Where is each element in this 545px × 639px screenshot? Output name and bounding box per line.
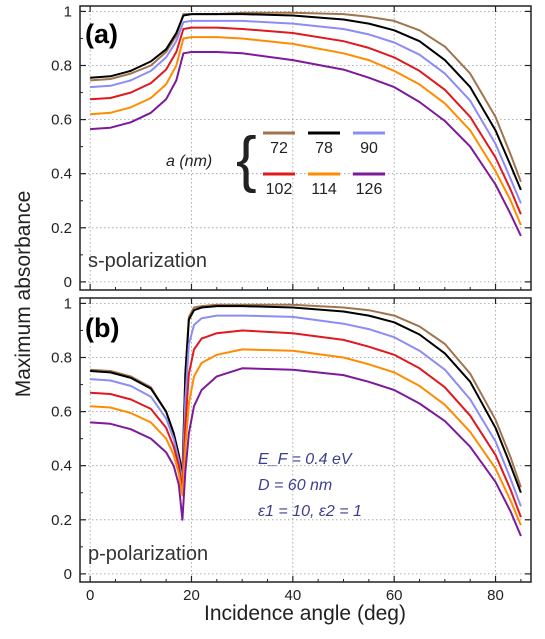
legend-label-72: 72: [270, 140, 288, 157]
legend-items: 72 78 90 102 114 126: [263, 131, 385, 198]
x-tick-label: 20: [183, 587, 200, 604]
panel-b-background: [80, 298, 531, 582]
x-tick-label: 60: [386, 587, 403, 604]
legend-label-78: 78: [315, 140, 333, 157]
legend-label-90: 90: [360, 140, 378, 157]
panel-b: 0 20 40 60 80 0 0.2 0.4 0.6 0.8 1 (b) p-polarizati…: [51, 295, 532, 604]
y-tick-label: 0: [64, 566, 72, 583]
series-line-126: [90, 367, 522, 537]
series-line-114: [90, 348, 522, 526]
series-line-78: [90, 13, 522, 191]
y-tick-label: 0.2: [51, 220, 72, 237]
annotation-thickness: D = 60 nm: [258, 477, 332, 494]
legend-label-114: 114: [311, 181, 337, 198]
annotation-permittivity: ε1 = 10, ε2 = 1: [258, 503, 362, 520]
y-tick-label: 0.8: [51, 350, 72, 367]
legend-label-126: 126: [356, 181, 383, 198]
series-line-126: [90, 51, 522, 237]
series-line-72: [90, 11, 522, 183]
panel-a-background: [80, 6, 531, 290]
legend-title: a (nm): [166, 153, 212, 170]
series-line-102: [90, 329, 522, 518]
panel-a-lines: [90, 11, 522, 237]
y-tick-label: 0.2: [51, 512, 72, 529]
panel-b-frame: [79, 297, 532, 583]
series-line-102: [90, 26, 522, 215]
y-tick-label: 0.6: [51, 404, 72, 421]
legend: a (nm) { 72 78 90 102 114 126: [166, 125, 385, 198]
panel-a-label: (a): [85, 19, 118, 49]
panel-a-frame: [79, 5, 532, 291]
y-tick-label: 0.8: [51, 58, 72, 75]
panel-a: 0 0.2 0.4 0.6 0.8 1 (a) s-polarization a (nm)…: [51, 3, 532, 291]
series-line-78: [90, 305, 522, 494]
panel-b-grid: [80, 298, 531, 582]
series-line-114: [90, 36, 522, 226]
legend-label-102: 102: [266, 181, 293, 198]
y-tick-label: 0.4: [51, 166, 72, 183]
parameters-annotation: E_F = 0.4 eV D = 60 nm ε1 = 10, ε2 = 1: [258, 451, 362, 520]
y-tick-label: 0.6: [51, 112, 72, 129]
y-tick-label: 0: [64, 274, 72, 291]
y-tick-label: 0.4: [51, 458, 72, 475]
y-tick-label: 1: [64, 295, 72, 312]
panel-b-label: (b): [85, 313, 119, 343]
annotation-fermi-energy: E_F = 0.4 eV: [258, 451, 353, 468]
y-tick-label: 1: [64, 3, 72, 20]
x-tick-label: 80: [487, 587, 504, 604]
panel-b-polarization-label: p-polarization: [88, 543, 208, 565]
x-tick-label: 0: [86, 587, 94, 604]
x-axis-label: Incidence angle (deg): [204, 602, 406, 625]
series-line-90: [90, 314, 522, 507]
y-axis-label: Maximum absorbance: [12, 191, 35, 398]
series-line-90: [90, 19, 522, 204]
legend-brace: {: [236, 125, 257, 194]
x-tick-label: 40: [284, 587, 301, 604]
panel-a-polarization-label: s-polarization: [88, 250, 207, 272]
panel-b-lines: [90, 303, 522, 537]
panel-a-grid: [80, 6, 531, 290]
